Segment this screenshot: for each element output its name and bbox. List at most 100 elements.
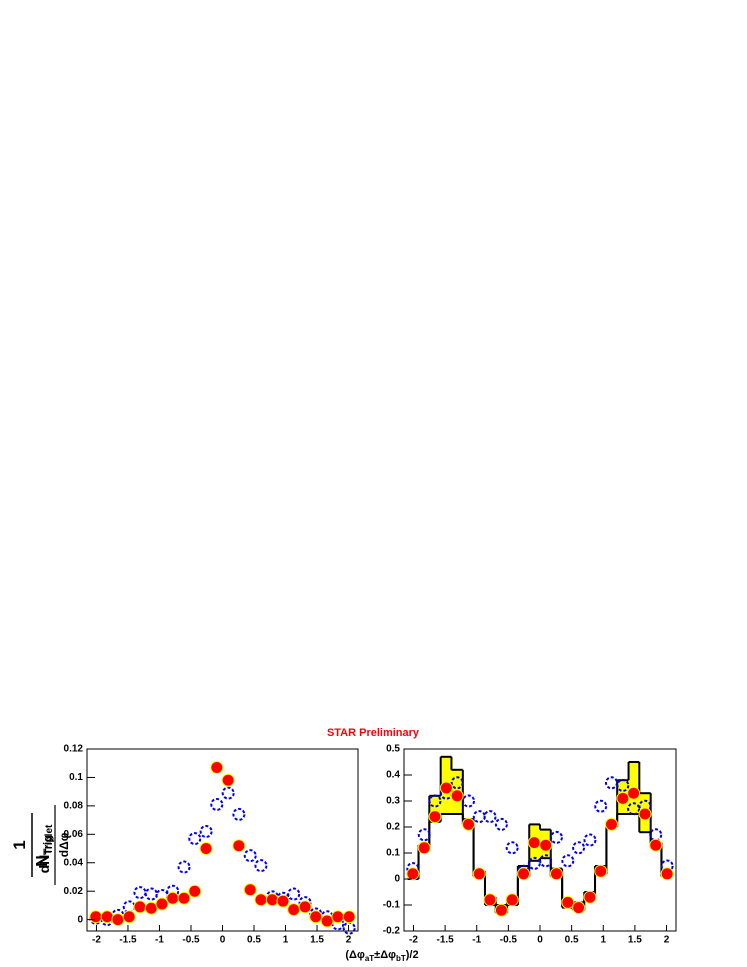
- data-point: [210, 760, 224, 774]
- data-point: [428, 794, 442, 808]
- x-tick-label: -1: [472, 935, 481, 946]
- data-point: [166, 891, 180, 905]
- data-point: [287, 887, 301, 901]
- y-label-part: NTrig: [34, 835, 54, 867]
- data-point: [572, 841, 586, 855]
- data-point: [406, 862, 420, 876]
- data-point: [494, 903, 508, 917]
- y-tick-label: 0.04: [64, 857, 84, 868]
- data-point: [572, 901, 586, 915]
- data-point: [472, 867, 486, 881]
- x-tick-label: 1.5: [310, 935, 324, 946]
- data-point: [450, 789, 464, 803]
- data-point: [604, 817, 618, 831]
- x-label-part: bT: [396, 954, 406, 963]
- y-tick-label: 0.06: [64, 829, 84, 840]
- x-tick-label: -2: [92, 935, 101, 946]
- data-point: [89, 910, 103, 924]
- data-point: [133, 886, 147, 900]
- data-point: [144, 901, 158, 915]
- x-tick-label: -0.5: [500, 935, 518, 946]
- data-point: [549, 830, 563, 844]
- data-point: [221, 786, 235, 800]
- data-point: [583, 833, 597, 847]
- data-point: [144, 887, 158, 901]
- plot-area: -2 -1.5 -1 -0.5 0 0.5 1 1.5 2 -0.2 -0.1 0 0.1 0.2 0.3 0…: [383, 744, 677, 946]
- data-point: [298, 900, 312, 914]
- y-tick-label: -0.1: [383, 900, 401, 911]
- x-label-part: ±Δφ: [374, 949, 396, 961]
- data-point: [417, 841, 431, 855]
- x-tick-label: -1: [155, 935, 164, 946]
- data-point: [638, 807, 652, 821]
- y-label-part: Triplet: [44, 824, 55, 855]
- data-point: [561, 895, 575, 909]
- data-point: [188, 832, 202, 846]
- x-tick-label: -0.5: [182, 935, 200, 946]
- sys-band: [429, 795, 441, 822]
- y-label-2: dNTriplet dΔφ: [36, 805, 71, 885]
- data-point: [232, 807, 246, 821]
- y-label-part: dΔφ: [57, 832, 71, 857]
- y-tick-label: 0.12: [64, 744, 84, 755]
- x-tick-label: 1.5: [628, 935, 642, 946]
- data-point: [660, 867, 674, 881]
- x-label-part: )/2: [406, 949, 419, 961]
- data-point: [342, 910, 356, 924]
- data-point: [604, 776, 618, 790]
- data-point: [539, 838, 553, 852]
- y-tick-label: 0: [394, 874, 400, 885]
- data-point: [221, 773, 235, 787]
- data-point: [166, 884, 180, 898]
- y-label-part: dN: [36, 855, 52, 874]
- data-point: [649, 828, 663, 842]
- y-label-part: 1: [10, 840, 29, 849]
- data-point: [188, 884, 202, 898]
- data-point: [505, 841, 519, 855]
- data-point: [660, 859, 674, 873]
- data-point: [561, 854, 575, 868]
- x-tick-label: 1: [283, 935, 289, 946]
- frame-bg: [87, 749, 358, 931]
- data-point: [232, 839, 246, 853]
- data-point: [594, 799, 608, 813]
- data-point: [439, 781, 453, 795]
- data-point: [287, 903, 301, 917]
- data-point: [199, 824, 213, 838]
- data-point: [177, 860, 191, 874]
- data-point: [406, 867, 420, 881]
- x-tick-label: -1.5: [436, 935, 454, 946]
- y-tick-label: 0.08: [64, 801, 84, 812]
- x-tick-label: 0: [220, 935, 226, 946]
- data-point: [298, 896, 312, 910]
- data-point: [638, 799, 652, 813]
- data-point: [276, 894, 290, 908]
- data-point: [111, 913, 125, 927]
- y-tick-label: 0: [77, 914, 83, 925]
- data-point: [199, 842, 213, 856]
- y-tick-label: 0.1: [386, 848, 400, 859]
- y-tick-label: 0.02: [64, 886, 84, 897]
- data-point: [517, 867, 531, 881]
- data-point: [627, 786, 641, 800]
- data-point: [417, 828, 431, 842]
- title: STAR Preliminary: [327, 727, 420, 739]
- data-point: [309, 910, 323, 924]
- data-point: [177, 891, 191, 905]
- y-label-part: dNTriplet: [36, 824, 55, 873]
- data-point: [331, 910, 345, 924]
- data-point: [100, 910, 114, 924]
- y-label-part: 1: [10, 840, 29, 849]
- data-point: [122, 910, 136, 924]
- data-point: [616, 778, 630, 792]
- x-label-part: aT: [365, 954, 374, 963]
- data-point: [527, 836, 541, 850]
- data-point: [210, 797, 224, 811]
- data-point: [320, 914, 334, 928]
- data-point: [265, 893, 279, 907]
- y-tick-label: 0.1: [69, 772, 83, 783]
- data-point: [627, 802, 641, 816]
- y-tick-label: -0.2: [383, 926, 401, 937]
- x-tick-label: -2: [409, 935, 418, 946]
